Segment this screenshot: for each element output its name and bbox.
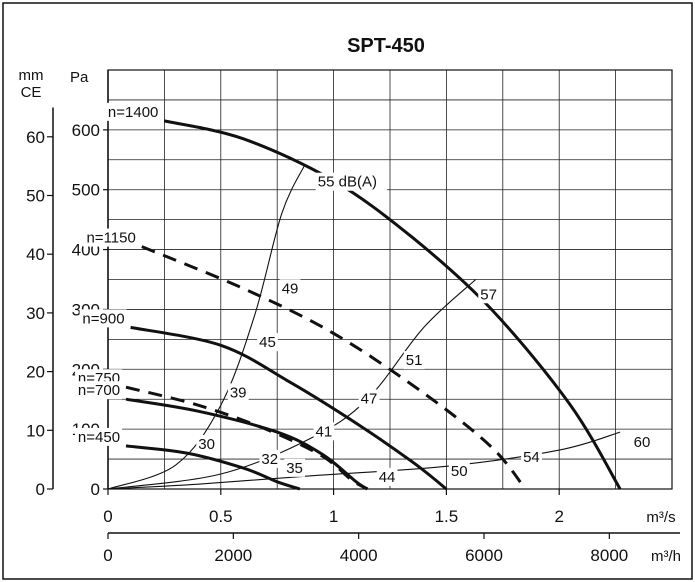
annotation-label-bg [403, 351, 425, 370]
annotation-label-bg [284, 458, 306, 477]
annotation-label: 44 [379, 469, 396, 486]
series-label-bg [105, 102, 161, 121]
fan-curve-n-1400 [164, 119, 622, 490]
annotation-label: 49 [282, 280, 299, 297]
annotation-label: 51 [406, 352, 423, 369]
x-m3s-tick-label: 0 [103, 507, 112, 526]
y-mmce-tick-label: 40 [26, 245, 45, 264]
y-mmce-tick-label: 50 [26, 187, 45, 206]
series-label-n-1150: n=1150 [86, 230, 135, 247]
series-label-bg [79, 309, 127, 328]
y-pa-tick-label: 600 [72, 121, 100, 140]
series-label-bg [75, 381, 123, 400]
annotation-label: 55 dB(A) [318, 174, 377, 191]
y-pa-tick-label: 0 [91, 480, 100, 499]
sound-lines [107, 165, 621, 490]
series-label-n-900: n=900 [82, 310, 124, 327]
series-label-n-700: n=700 [78, 382, 120, 399]
annotation-label: 57 [480, 286, 497, 303]
x-m3h-tick-label: 8000 [590, 546, 628, 565]
annotation-label: 50 [451, 463, 468, 480]
annotation-label-bg [358, 389, 380, 408]
annotation-label-bg [227, 383, 249, 402]
x-m3h-tick-label: 0 [103, 546, 112, 565]
annotation-label-bg [478, 285, 500, 304]
fan-curve-n-450 [125, 444, 301, 491]
series-label-bg [75, 427, 123, 446]
fan-curve-n-900 [130, 325, 448, 491]
annotation-label-bg [257, 333, 278, 352]
annotation-label-bg [196, 434, 218, 453]
annotation-label-bg [315, 172, 388, 191]
fan-curves [125, 119, 622, 491]
y-mmce-tick-label: 20 [26, 363, 45, 382]
x-m3s-tick-label: 1 [329, 507, 338, 526]
annotation-label: 45 [259, 334, 276, 351]
y-mmce-tick-label: 0 [36, 480, 45, 499]
annotation-label: 41 [316, 423, 333, 440]
annotation-label-bg [521, 448, 542, 467]
annotation-label: 39 [230, 384, 247, 401]
y-mmce-tick-label: 30 [26, 304, 45, 323]
annotation-label: 54 [523, 449, 540, 466]
x-m3s-tick-label: 0.5 [209, 507, 233, 526]
y-axis-pa-unit: Pa [70, 69, 89, 86]
x-m3h-tick-label: 4000 [340, 546, 378, 565]
annotation-label-bg [279, 279, 301, 298]
annotation-label-bg [313, 422, 335, 441]
y-axis-mmce-unit: CE [21, 84, 42, 101]
y-pa-tick-label: 500 [72, 181, 100, 200]
annotation-label: 35 [286, 460, 303, 477]
annotation-label-bg [631, 433, 653, 452]
x-m3s-tick-label: 1.5 [435, 507, 459, 526]
annotation-label: 47 [361, 390, 378, 407]
fan-curve-n-750 [125, 385, 369, 491]
x-m3s-tick-label: 2 [554, 507, 563, 526]
annotation-label: 32 [261, 451, 278, 468]
annotation-label-bg [259, 449, 281, 468]
y-axis-mmce-unit: mm [19, 67, 44, 84]
sound-level-line [107, 431, 621, 490]
fan-curve-n-700 [125, 397, 369, 491]
annotation-label: 60 [634, 434, 651, 451]
sound-level-line [107, 165, 305, 490]
y-mmce-tick-label: 60 [26, 128, 45, 147]
annotation-label: 30 [198, 436, 215, 453]
x-axis-m3h-unit: m³/h [651, 548, 681, 565]
series-label-bg [82, 228, 138, 247]
series-label-n-450: n=450 [78, 429, 120, 446]
x-axis-m3s-unit: m³/s [646, 509, 675, 526]
series-label-n-1400: n=1400 [108, 104, 158, 121]
sound-level-line [107, 279, 477, 490]
annotation-label-bg [376, 467, 398, 486]
chart-axes: PammCE0100200300400500600010203040506000… [19, 67, 682, 565]
y-mmce-tick-label: 10 [26, 421, 45, 440]
x-m3h-tick-label: 2000 [214, 546, 252, 565]
x-m3h-tick-label: 6000 [465, 546, 503, 565]
chart-title: SPT-450 [347, 35, 425, 57]
annotation-label-bg [448, 461, 470, 480]
